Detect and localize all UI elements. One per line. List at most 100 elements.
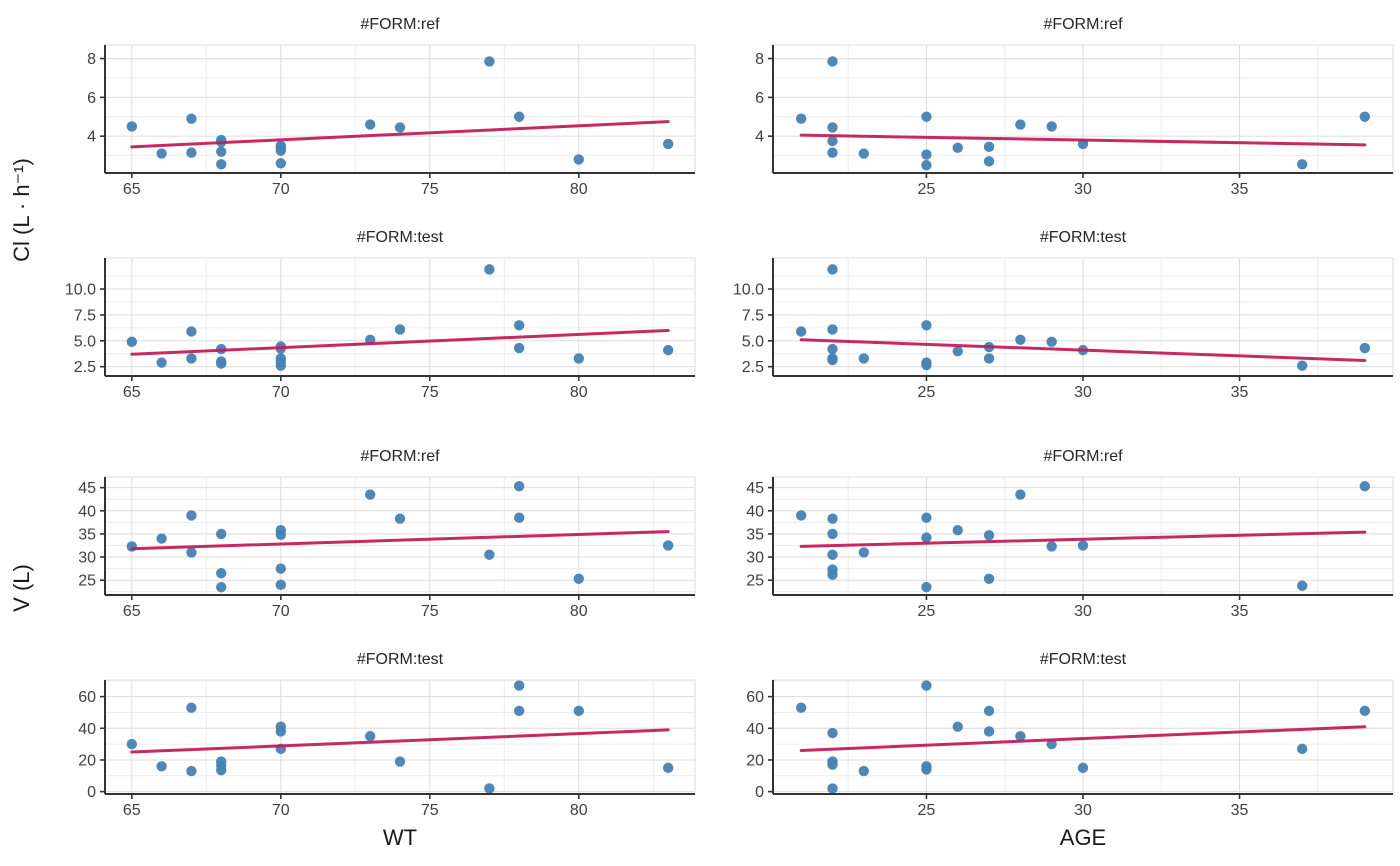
data-point (186, 326, 197, 337)
data-point (186, 353, 197, 364)
x-tick-label: 65 (123, 603, 141, 620)
data-point (921, 532, 932, 543)
data-point (1046, 738, 1057, 750)
data-point (186, 765, 197, 777)
data-point (216, 159, 227, 170)
data-point (365, 119, 376, 130)
data-point (827, 135, 838, 147)
data-point (795, 702, 807, 713)
data-point (921, 359, 932, 371)
data-points (126, 264, 674, 371)
x-tick-label: 35 (1231, 603, 1249, 620)
x-tick-label: 80 (570, 802, 588, 819)
data-point (513, 111, 525, 122)
data-point (827, 727, 838, 739)
data-point (1296, 360, 1308, 371)
y-tick-label: 40 (78, 721, 96, 738)
data-point (952, 721, 963, 732)
data-point (186, 547, 197, 558)
data-point (921, 680, 932, 691)
trend-line (799, 530, 1367, 548)
panel-background (104, 476, 696, 596)
data-point (1077, 540, 1089, 551)
trend-line (130, 530, 670, 551)
y-axis-title-cl: Cl (L · h⁻¹) (9, 158, 34, 262)
data-point (983, 726, 995, 737)
y-tick-label: 45 (746, 480, 764, 497)
data-point (484, 56, 495, 67)
data-point (513, 481, 525, 492)
data-point (1359, 342, 1371, 354)
panel-v-age-ref: #FORM:ref 25 30 35 25 30 35 40 45 (725, 446, 1399, 625)
data-point (513, 512, 525, 523)
data-point (126, 336, 138, 348)
panel-cl-wt-ref: #FORM:ref 65 70 75 80 4 6 8 (57, 14, 701, 203)
data-point (365, 489, 376, 500)
y-tick-label: 0 (755, 784, 764, 801)
trend-line (799, 338, 1367, 362)
minor-gridlines (105, 45, 695, 173)
x-tick-label: 70 (272, 603, 290, 620)
data-point (827, 122, 838, 133)
data-point (921, 320, 932, 331)
plot-area-v-wt-test: 65 70 75 80 0 20 40 60 (78, 679, 696, 819)
x-tick-label: 25 (918, 181, 936, 198)
y-tick-label: 45 (78, 480, 96, 497)
data-point (858, 148, 870, 159)
data-point (1359, 111, 1371, 122)
plot-area-v-age-test: 25 30 35 0 20 40 60 (746, 679, 1394, 819)
x-tick-label: 25 (918, 384, 936, 401)
data-point (827, 783, 838, 794)
data-point (827, 354, 838, 366)
data-point (921, 160, 932, 171)
panel-background (104, 44, 696, 174)
data-point (275, 158, 287, 169)
y-tick-label: 0 (87, 784, 96, 801)
data-point (827, 513, 838, 524)
data-point (573, 573, 584, 585)
facet-strip-title: #FORM:ref (360, 448, 440, 465)
data-point (983, 573, 995, 585)
facet-strip-title: #FORM:test (356, 651, 444, 668)
x-tick-label: 30 (1074, 802, 1092, 819)
data-point (156, 357, 167, 368)
data-point (1015, 334, 1026, 345)
data-point (921, 149, 932, 160)
data-point (983, 705, 995, 717)
x-tick-label: 35 (1231, 384, 1249, 401)
data-points (126, 56, 674, 170)
y-tick-label: 40 (746, 503, 764, 520)
data-point (573, 154, 584, 165)
data-point (952, 142, 963, 153)
trend-line (130, 728, 670, 754)
data-point (827, 549, 838, 560)
data-point (662, 762, 674, 774)
x-tick-label: 30 (1074, 181, 1092, 198)
data-point (1015, 731, 1026, 742)
panel-background (104, 679, 696, 795)
y-tick-label: 10.0 (65, 282, 96, 299)
plot-area-cl-wt-test: 65 70 75 80 2.5 5.0 7.5 10.0 (65, 257, 696, 401)
data-point (394, 324, 406, 335)
y-tick-label: 35 (746, 526, 764, 543)
data-point (186, 702, 197, 713)
data-point (1015, 489, 1026, 500)
data-points (795, 264, 1371, 371)
data-point (858, 547, 870, 558)
data-point (827, 569, 838, 580)
data-point (952, 345, 963, 357)
plot-area-cl-wt-ref: 65 70 75 80 4 6 8 (87, 44, 696, 198)
data-points (795, 481, 1371, 593)
x-tick-label: 70 (272, 802, 290, 819)
y-tick-label: 60 (746, 689, 764, 706)
data-point (827, 528, 838, 540)
data-point (186, 147, 197, 158)
facet-strip-title: #FORM:test (356, 229, 444, 246)
data-points (795, 56, 1371, 171)
data-point (275, 145, 287, 156)
data-point (484, 783, 495, 794)
data-point (1015, 119, 1026, 130)
y-tick-label: 8 (755, 51, 764, 68)
panel-background (104, 257, 696, 377)
